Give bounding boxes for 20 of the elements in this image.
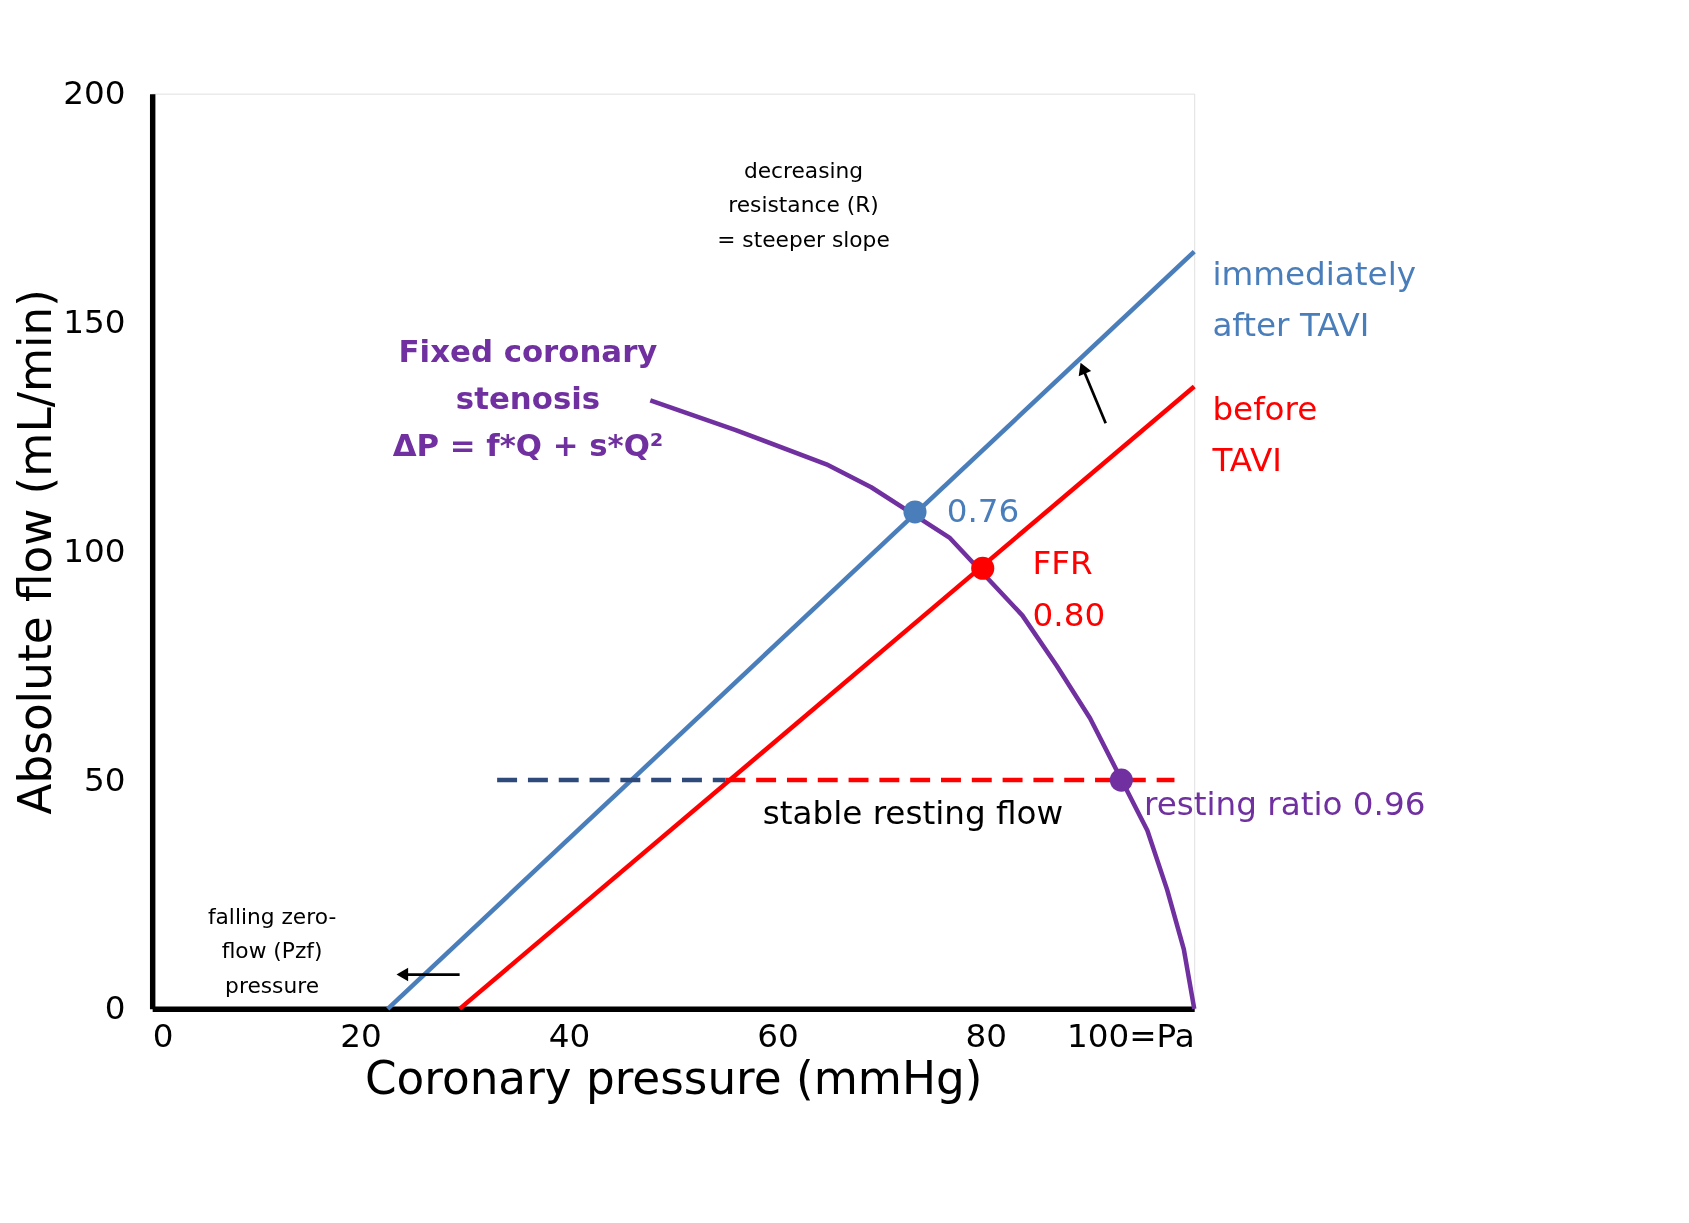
annotation: falling zero- flow (Pzf) pressure [207, 903, 337, 998]
series-label: before TAVI [1211, 390, 1318, 479]
annotation: decreasing resistance (R) = steeper slope [717, 157, 890, 252]
y-tick-label: 150 [63, 302, 126, 341]
annotation: resting ratio 0.96 [1143, 785, 1426, 824]
y-axis-title: Absolute flow (mL/min) [8, 289, 62, 815]
annotation: stable resting flow [762, 794, 1064, 833]
y-tick-label: 0 [104, 989, 126, 1028]
point [903, 500, 927, 524]
x-tick-label: 0 [152, 1017, 174, 1056]
point [971, 556, 995, 580]
y-tick-label: 50 [84, 760, 126, 799]
series-label: immediately after TAVI [1212, 255, 1416, 344]
point [1109, 768, 1133, 792]
y-tick-label: 200 [63, 74, 126, 113]
annotation: FFR 0.80 [1032, 543, 1106, 635]
y-tick-label: 100 [63, 531, 126, 570]
x-tick-label: 100=Pa [1066, 1017, 1195, 1056]
annotation: 0.76 [946, 491, 1020, 530]
series-label: Fixed coronary stenosis ΔP = f*Q + s*Q² [392, 333, 664, 464]
